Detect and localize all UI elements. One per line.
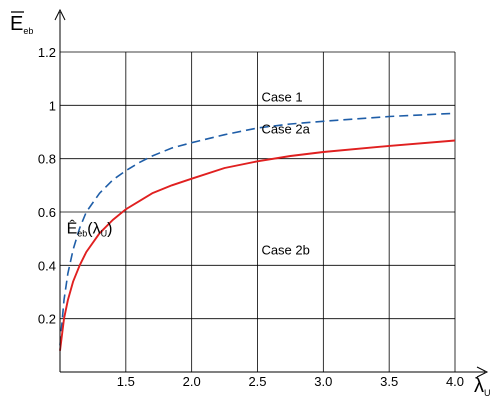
x-axis-label-sub: U (484, 388, 491, 398)
axes (54, 8, 489, 378)
y-tick-label: 0.4 (38, 258, 56, 273)
y-axis-label: Eeb (10, 13, 33, 36)
y-tick-label: 1.2 (38, 45, 56, 60)
curve-label-main: Ê (67, 218, 78, 237)
y-axis-label-main: E (10, 13, 23, 35)
annotations: Case 1 Case 2a Case 2b (261, 89, 310, 257)
y-axis-arrow-icon (54, 8, 66, 21)
x-tick-label: 1.5 (117, 374, 135, 389)
tick-labels: 1.5 2.0 2.5 3.0 3.5 4.0 0.2 0.4 0.6 0.8 1 1.2 (38, 45, 464, 389)
x-axis-arrow-icon (476, 366, 489, 378)
y-tick-label: 0.8 (38, 152, 56, 167)
curves (59, 112, 456, 351)
curve-label-sub: eb (77, 228, 87, 238)
curve-label: Êeb(λU) (67, 218, 113, 238)
x-tick-label: 2.0 (183, 374, 201, 389)
annotation-case2a: Case 2a (261, 121, 310, 136)
grid (60, 51, 456, 372)
curve-label-arg-sub: U (101, 228, 108, 238)
x-tick-label: 2.5 (248, 374, 266, 389)
annotation-case2b: Case 2b (261, 243, 309, 258)
y-axis-label-sub: eb (23, 26, 33, 36)
y-tick-label: 0.6 (38, 205, 56, 220)
y-tick-label: 0.2 (38, 312, 56, 327)
y-tick-label: 1 (49, 98, 56, 113)
annotation-case1: Case 1 (261, 89, 302, 104)
curve-label-arg-open: (λ (87, 220, 100, 237)
dashed-curve (59, 112, 456, 346)
x-tick-label: 3.0 (314, 374, 332, 389)
x-axis-label: λU (474, 375, 491, 398)
x-axis-label-main: λ (474, 375, 484, 397)
x-tick-label: 4.0 (446, 374, 464, 389)
solid-curve (59, 139, 456, 351)
x-tick-label: 3.5 (380, 374, 398, 389)
curve-label-arg-close: ) (107, 220, 112, 237)
